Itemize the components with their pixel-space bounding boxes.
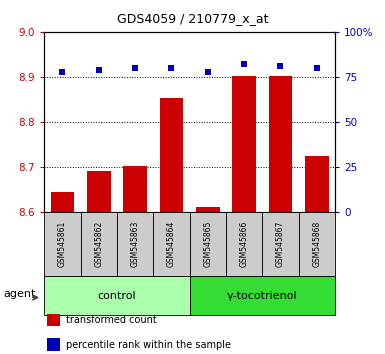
Text: GSM545864: GSM545864 bbox=[167, 221, 176, 268]
Bar bbox=[305, 156, 328, 212]
Point bbox=[96, 67, 102, 73]
Text: GSM545861: GSM545861 bbox=[58, 221, 67, 267]
Text: GSM545863: GSM545863 bbox=[131, 221, 140, 268]
Text: GDS4059 / 210779_x_at: GDS4059 / 210779_x_at bbox=[117, 12, 268, 25]
Point bbox=[241, 62, 247, 67]
Bar bbox=[153, 212, 189, 276]
Bar bbox=[269, 76, 292, 212]
Bar bbox=[47, 314, 60, 326]
Text: GSM545862: GSM545862 bbox=[94, 221, 103, 267]
Bar bbox=[44, 212, 80, 276]
Point bbox=[205, 69, 211, 74]
Text: GSM545867: GSM545867 bbox=[276, 221, 285, 268]
Bar bbox=[262, 212, 299, 276]
Text: GSM545868: GSM545868 bbox=[312, 221, 321, 267]
Point bbox=[314, 65, 320, 71]
Bar bbox=[190, 212, 226, 276]
Bar bbox=[226, 212, 262, 276]
Text: percentile rank within the sample: percentile rank within the sample bbox=[66, 340, 231, 350]
Text: GSM545866: GSM545866 bbox=[239, 221, 249, 268]
Bar bbox=[117, 212, 153, 276]
Text: GSM545865: GSM545865 bbox=[203, 221, 212, 268]
Text: control: control bbox=[98, 291, 136, 301]
Bar bbox=[51, 192, 74, 212]
Text: agent: agent bbox=[3, 289, 36, 299]
Point bbox=[59, 69, 65, 74]
Bar bbox=[123, 166, 147, 212]
Bar bbox=[232, 76, 256, 212]
Bar bbox=[160, 98, 183, 212]
Text: γ-tocotrienol: γ-tocotrienol bbox=[227, 291, 298, 301]
Bar bbox=[44, 276, 190, 315]
Bar bbox=[87, 171, 110, 212]
Bar bbox=[80, 212, 117, 276]
Point bbox=[132, 65, 138, 71]
Point bbox=[168, 65, 174, 71]
Bar bbox=[47, 338, 60, 351]
Text: transformed count: transformed count bbox=[66, 315, 157, 325]
Bar bbox=[299, 212, 335, 276]
Bar bbox=[190, 276, 335, 315]
Point bbox=[277, 63, 283, 69]
Bar bbox=[196, 206, 219, 212]
